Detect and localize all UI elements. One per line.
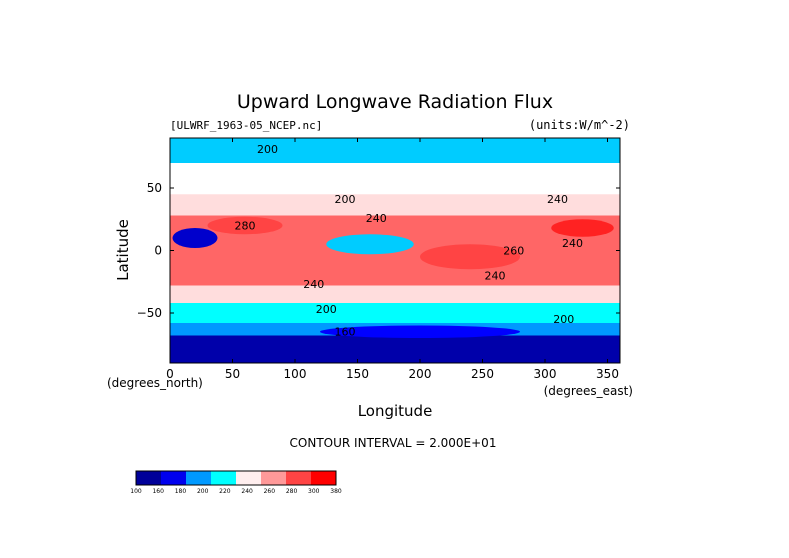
contour-label: 200 xyxy=(257,143,278,156)
contour-label: 260 xyxy=(503,244,524,257)
x-tick-label: 150 xyxy=(346,367,369,381)
contour-label: 240 xyxy=(303,278,324,291)
colorbar-label: 280 xyxy=(286,488,298,495)
x-tick-label: 0 xyxy=(166,367,174,381)
band-north-subtropic xyxy=(170,194,620,216)
colorbar-label: 260 xyxy=(264,488,276,495)
colorbar-label: 300 xyxy=(308,488,320,495)
blob-warm-east xyxy=(420,244,520,270)
x-unit-label: (degrees_east) xyxy=(544,384,633,398)
colorbar-label: 220 xyxy=(219,488,231,495)
blob-warm-sahara xyxy=(551,219,614,237)
blob-cold-africa xyxy=(172,228,218,248)
x-tick-label: 100 xyxy=(284,367,307,381)
dataset-label: [ULWRF_1963-05_NCEP.nc] xyxy=(170,119,322,132)
chart-title: Upward Longwave Radiation Flux xyxy=(237,91,553,113)
contour-label: 160 xyxy=(335,326,356,339)
contour-label: 280 xyxy=(235,219,256,232)
band-south-subtropic xyxy=(170,285,620,303)
x-tick-label: 200 xyxy=(409,367,432,381)
colorbar-label: 160 xyxy=(152,488,164,495)
contour-label: 240 xyxy=(366,212,387,225)
contour-label: 200 xyxy=(335,193,356,206)
blob-warm-arabia xyxy=(207,216,283,235)
band-antarctic xyxy=(170,335,620,363)
blob-cold-south xyxy=(320,325,520,338)
x-axis-label: Longitude xyxy=(358,402,433,420)
x-tick-label: 300 xyxy=(534,367,557,381)
band-north-midlat xyxy=(170,163,620,195)
contour-interval: CONTOUR INTERVAL = 2.000E+01 xyxy=(290,436,497,450)
colorbar-swatch xyxy=(236,471,261,485)
x-tick-label: 50 xyxy=(225,367,240,381)
band-south-midlat xyxy=(170,303,620,323)
y-tick-label: −50 xyxy=(137,306,162,320)
colorbar-swatch xyxy=(286,471,311,485)
band-arctic xyxy=(170,138,620,163)
colorbar-label: 180 xyxy=(175,488,187,495)
x-axis: 0 50 100 150 200 250 300 350 xyxy=(166,138,619,381)
blob-cold-pacific xyxy=(326,234,414,255)
colorbar-label: 200 xyxy=(197,488,209,495)
units-label: (units:W/m^-2) xyxy=(529,118,630,132)
colorbar: 100 160 180 200 220 240 260 280 300 380 xyxy=(130,470,342,495)
colorbar-swatch xyxy=(211,471,236,485)
colorbar-swatch xyxy=(136,471,161,485)
colorbar-frame xyxy=(135,470,337,486)
contour-labels: 200 200 240 240 280 240 260 240 240 200 200 160 xyxy=(235,143,584,339)
y-axis: −50 0 50 xyxy=(137,181,620,320)
colorbar-swatch xyxy=(261,471,286,485)
contour-label: 200 xyxy=(316,303,337,316)
colorbar-swatch xyxy=(161,471,186,485)
colorbar-swatch xyxy=(186,471,211,485)
colorbar-label: 100 xyxy=(130,488,142,495)
y-unit-label: (degrees_north) xyxy=(107,376,203,390)
y-tick-label: 50 xyxy=(147,181,162,195)
y-axis-label: Latitude xyxy=(114,219,132,281)
contour-label: 240 xyxy=(547,193,568,206)
contour-label: 240 xyxy=(485,269,506,282)
x-tick-label: 350 xyxy=(596,367,619,381)
contour-label: 240 xyxy=(562,237,583,250)
colorbar-label: 240 xyxy=(241,488,253,495)
colorbar-swatch xyxy=(311,471,336,485)
plot-area xyxy=(170,138,620,363)
colorbar-label: 380 xyxy=(330,488,342,495)
y-tick-label: 0 xyxy=(154,244,162,258)
contour-label: 200 xyxy=(553,313,574,326)
x-tick-label: 250 xyxy=(471,367,494,381)
